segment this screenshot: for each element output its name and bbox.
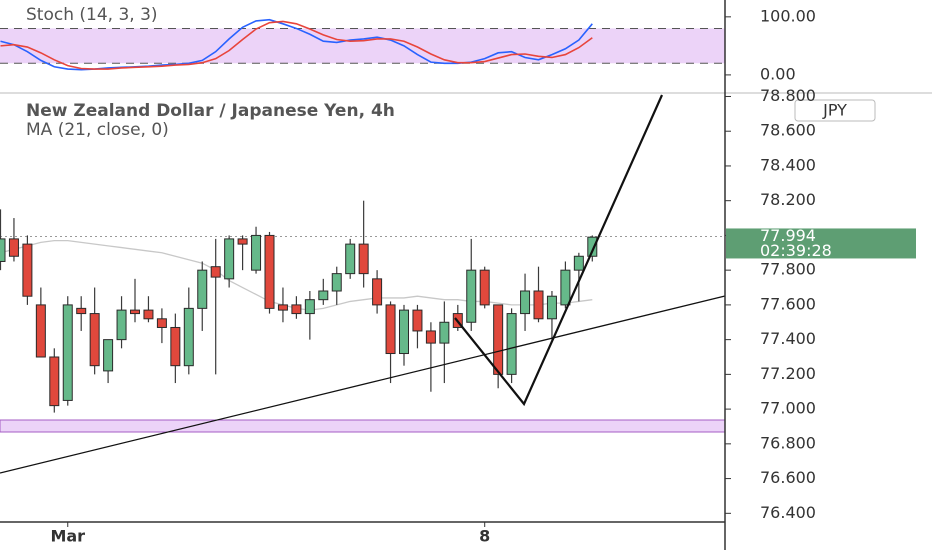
price-tag	[726, 228, 916, 259]
candle-body	[412, 309, 423, 332]
countdown: 02:39:28	[760, 241, 832, 260]
candle-body	[183, 307, 194, 367]
y-tick-label: 77.400	[760, 329, 816, 348]
candle-body	[479, 269, 490, 306]
y-tick-label: 0.00	[760, 64, 796, 83]
candle-body	[251, 234, 262, 271]
y-tick-label: 77.800	[760, 260, 816, 279]
candle-body	[0, 238, 6, 262]
candle-body	[116, 309, 127, 341]
candle-body	[573, 255, 584, 271]
y-tick-label: 100.00	[760, 6, 816, 25]
candle-body	[304, 299, 315, 315]
candle-body	[318, 290, 329, 301]
candle-body	[35, 304, 46, 358]
candle-body	[264, 234, 275, 309]
candle-body	[439, 321, 450, 344]
x-tick-label: 8	[479, 527, 490, 546]
candle-body	[587, 236, 598, 257]
y-tick-label: 78.600	[760, 121, 816, 140]
last-price-label: 77.994	[760, 226, 816, 245]
candle-body	[210, 266, 221, 278]
currency: JPY	[822, 101, 847, 120]
y-tick-label: 77.600	[760, 294, 816, 313]
symbol-title: New Zealand Dollar / Japanese Yen, 4h	[26, 101, 395, 121]
plot	[0, 18, 725, 413]
candle-body	[533, 290, 544, 320]
candle-body	[520, 290, 531, 315]
candle-body	[89, 313, 100, 367]
drawings	[0, 94, 726, 474]
candle-body	[385, 304, 396, 355]
y-tick-label: 77.200	[760, 364, 816, 383]
stoch-title: Stoch (14, 3, 3)	[26, 5, 158, 25]
candle-body	[372, 278, 383, 306]
candle-body	[22, 243, 33, 297]
candle-body	[224, 238, 235, 280]
y-tick-label: 76.600	[760, 468, 816, 487]
candle-body	[143, 309, 154, 320]
y-tick-label: 76.800	[760, 433, 816, 452]
candle-body	[358, 243, 369, 275]
trend-line	[0, 295, 726, 474]
candle-body	[466, 269, 477, 323]
candle-body	[291, 304, 302, 315]
y-tick-label: 78.200	[760, 190, 816, 209]
candle-body	[62, 304, 73, 401]
candle-body	[170, 326, 181, 367]
candle-body	[399, 309, 409, 355]
candle-body	[156, 318, 167, 328]
candle-body	[103, 339, 114, 372]
y-tick-label: 76.400	[760, 503, 816, 522]
support-zone	[0, 419, 726, 433]
stoch-line	[0, 20, 593, 70]
candle-body	[8, 238, 19, 257]
ma-title: MA (21, close, 0)	[26, 120, 169, 140]
candle-body	[546, 295, 557, 320]
y-tick-label: 77.000	[760, 399, 816, 418]
y-tick-label: 78.400	[760, 155, 816, 174]
candle-body	[49, 356, 60, 407]
pattern-line	[454, 94, 664, 407]
candle-body	[560, 269, 571, 306]
stoch-band	[0, 28, 725, 64]
candle-body	[130, 309, 140, 315]
candle-body	[425, 330, 436, 344]
candle-body	[277, 304, 288, 311]
x-tick-label: Mar	[50, 527, 85, 546]
candle-body	[237, 238, 248, 245]
candle-body	[76, 307, 87, 315]
candle-body	[197, 269, 208, 309]
candle-body	[493, 304, 504, 375]
candle-body	[506, 313, 517, 375]
candle-body	[345, 243, 356, 275]
y-tick-label: 78.800	[760, 86, 816, 105]
drawings-under	[0, 419, 726, 433]
candle-body	[331, 273, 342, 292]
currency-box	[794, 99, 876, 122]
